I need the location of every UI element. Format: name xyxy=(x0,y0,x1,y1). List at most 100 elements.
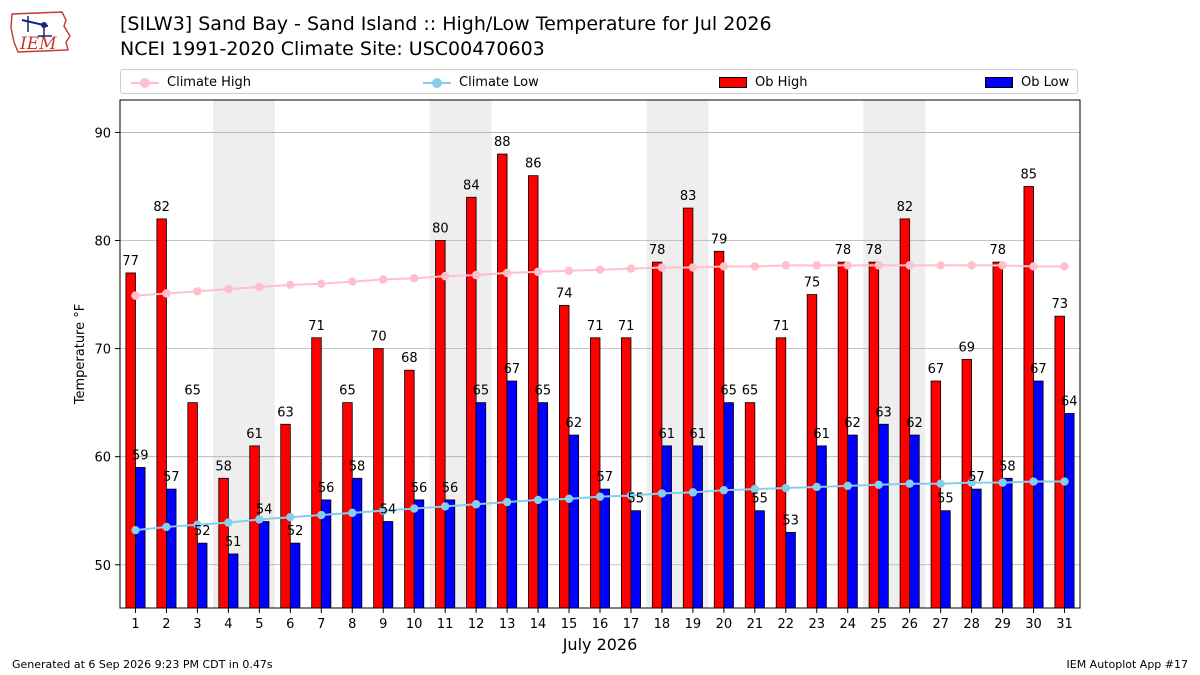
tick-label-y-50: 50 xyxy=(94,559,111,574)
data-label-ob-low-day-8: 58 xyxy=(349,459,366,474)
bar-ob-low-day-26 xyxy=(909,434,920,609)
legend-patch-ob-high xyxy=(719,77,747,88)
marker-climate-high-day-16 xyxy=(595,265,605,274)
data-label-ob-high-day-11: 80 xyxy=(432,222,449,237)
bar-ob-low-day-2 xyxy=(166,488,177,609)
legend-label-climate-low: Climate Low xyxy=(459,75,539,90)
bar-ob-high-day-15 xyxy=(559,304,570,609)
marker-climate-low-day-5 xyxy=(255,515,264,524)
tick-label-y-90: 90 xyxy=(94,126,111,141)
legend-label-ob-low: Ob Low xyxy=(1021,75,1070,90)
marker-climate-high-day-15 xyxy=(564,266,574,275)
bar-ob-high-day-26 xyxy=(899,218,911,609)
data-label-ob-low-day-10: 56 xyxy=(411,481,428,496)
marker-climate-low-day-21 xyxy=(750,484,760,494)
tick-label-x-25: 25 xyxy=(870,617,887,632)
marker-climate-high-day-9 xyxy=(379,275,388,284)
data-label-ob-low-day-1: 59 xyxy=(132,448,149,463)
bar-ob-low-day-4 xyxy=(227,553,239,609)
data-label-ob-high-day-24: 78 xyxy=(835,243,852,258)
data-label-ob-low-day-7: 56 xyxy=(318,481,335,496)
data-label-ob-low-day-26: 62 xyxy=(906,416,923,431)
marker-climate-high-day-27 xyxy=(936,261,945,270)
tick-label-x-9: 9 xyxy=(379,617,387,632)
bar-ob-low-day-8 xyxy=(351,477,363,609)
chart-title: [SILW3] Sand Bay - Sand Island :: High/L… xyxy=(120,12,772,62)
marker-climate-high-day-7 xyxy=(317,279,326,288)
marker-climate-high-day-11 xyxy=(440,271,450,281)
data-label-ob-high-day-6: 63 xyxy=(277,405,294,420)
data-label-ob-high-day-30: 85 xyxy=(1020,167,1037,182)
data-label-ob-low-day-13: 67 xyxy=(504,362,521,377)
data-label-ob-low-day-4: 51 xyxy=(225,535,242,550)
marker-climate-high-day-6 xyxy=(286,280,295,290)
marker-climate-low-day-22 xyxy=(781,483,791,493)
chart-title-line1: [SILW3] Sand Bay - Sand Island :: High/L… xyxy=(120,13,772,35)
marker-climate-low-day-2 xyxy=(162,522,171,532)
bar-ob-high-day-13 xyxy=(497,153,508,609)
tick-label-x-29: 29 xyxy=(994,617,1011,632)
marker-climate-high-day-4 xyxy=(224,284,233,294)
marker-climate-low-day-9 xyxy=(379,506,388,515)
marker-climate-high-day-31 xyxy=(1060,262,1069,271)
marker-climate-low-day-24 xyxy=(843,481,852,491)
marker-climate-high-day-2 xyxy=(162,289,171,298)
marker-climate-high-day-14 xyxy=(533,267,543,277)
legend-item-climate-low: Climate Low xyxy=(423,70,539,95)
tick-label-x-17: 17 xyxy=(623,617,640,632)
marker-climate-low-day-26 xyxy=(905,479,914,488)
tick-label-y-80: 80 xyxy=(94,235,111,250)
bar-ob-high-day-2 xyxy=(156,218,167,609)
marker-climate-low-day-25 xyxy=(874,480,883,489)
data-label-ob-low-day-5: 54 xyxy=(256,503,273,518)
bar-ob-high-day-22 xyxy=(775,337,787,609)
bar-ob-low-day-19 xyxy=(692,445,703,609)
tick-label-x-6: 6 xyxy=(286,617,294,632)
marker-climate-low-day-1 xyxy=(131,525,140,535)
bar-ob-low-day-9 xyxy=(382,521,394,609)
bar-ob-low-day-6 xyxy=(289,542,301,609)
bar-ob-low-day-20 xyxy=(723,402,734,609)
legend-label-climate-high: Climate High xyxy=(167,75,252,90)
marker-climate-low-day-15 xyxy=(564,494,574,504)
bar-ob-low-day-15 xyxy=(568,434,580,609)
data-label-ob-low-day-24: 62 xyxy=(844,416,861,431)
legend-item-ob-high: Ob High xyxy=(719,70,808,95)
marker-climate-low-day-27 xyxy=(936,479,945,488)
bar-ob-high-day-5 xyxy=(249,445,260,609)
footer-app: IEM Autoplot App #17 xyxy=(1066,658,1189,671)
marker-climate-low-day-14 xyxy=(533,495,543,505)
data-label-ob-high-day-5: 61 xyxy=(246,427,263,442)
marker-climate-low-day-11 xyxy=(440,502,450,511)
data-label-ob-low-day-21: 55 xyxy=(751,492,768,507)
bar-ob-high-day-25 xyxy=(868,261,880,609)
bar-ob-high-day-9 xyxy=(373,348,384,609)
data-label-ob-high-day-7: 71 xyxy=(308,319,325,334)
data-label-ob-low-day-23: 61 xyxy=(813,427,830,442)
marker-climate-high-day-30 xyxy=(1029,262,1038,271)
tick-label-x-30: 30 xyxy=(1025,617,1042,632)
marker-climate-high-day-17 xyxy=(626,264,636,273)
bar-ob-low-day-27 xyxy=(940,510,951,609)
chart-title-line2: NCEI 1991-2020 Climate Site: USC00470603 xyxy=(120,38,545,60)
bar-ob-high-day-17 xyxy=(620,337,632,609)
data-label-ob-low-day-3: 52 xyxy=(194,524,211,539)
marker-climate-high-day-13 xyxy=(502,268,512,278)
tick-label-x-19: 19 xyxy=(685,617,702,632)
legend-patch-ob-low xyxy=(985,77,1013,88)
data-label-ob-high-day-12: 84 xyxy=(463,178,480,193)
marker-climate-high-day-3 xyxy=(193,287,202,296)
tick-label-x-7: 7 xyxy=(317,617,325,632)
data-label-ob-high-day-8: 65 xyxy=(339,384,356,399)
data-label-ob-high-day-23: 75 xyxy=(804,276,821,291)
tick-label-x-15: 15 xyxy=(561,617,578,632)
legend-line-climate-low xyxy=(423,77,451,88)
bar-ob-high-day-8 xyxy=(342,402,353,609)
marker-climate-high-day-26 xyxy=(905,261,914,270)
bar-ob-low-day-22 xyxy=(785,531,796,609)
marker-climate-high-day-25 xyxy=(874,261,883,270)
data-label-ob-low-day-31: 64 xyxy=(1061,394,1078,409)
data-label-ob-high-day-19: 83 xyxy=(680,189,697,204)
marker-climate-low-day-20 xyxy=(719,485,729,495)
